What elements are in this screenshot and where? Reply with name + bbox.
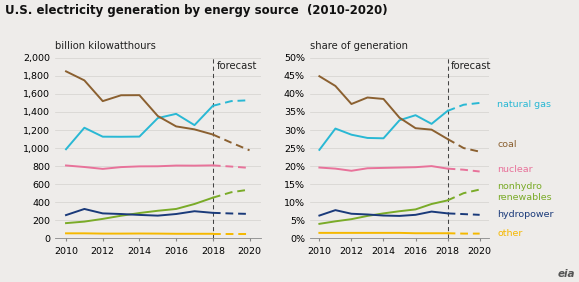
Text: billion kilowatthours: billion kilowatthours	[55, 41, 156, 52]
Text: nuclear: nuclear	[497, 165, 533, 174]
Text: other: other	[497, 229, 523, 238]
Text: coal: coal	[497, 140, 517, 149]
Text: forecast: forecast	[217, 61, 257, 71]
Text: share of generation: share of generation	[310, 41, 408, 52]
Text: U.S. electricity generation by energy source  (2010-2020): U.S. electricity generation by energy so…	[5, 4, 387, 17]
Text: forecast: forecast	[451, 61, 491, 71]
Text: nonhydro
renewables: nonhydro renewables	[497, 182, 552, 202]
Text: hydropower: hydropower	[497, 210, 554, 219]
Text: natural gas: natural gas	[497, 100, 551, 109]
Text: eia: eia	[558, 269, 575, 279]
